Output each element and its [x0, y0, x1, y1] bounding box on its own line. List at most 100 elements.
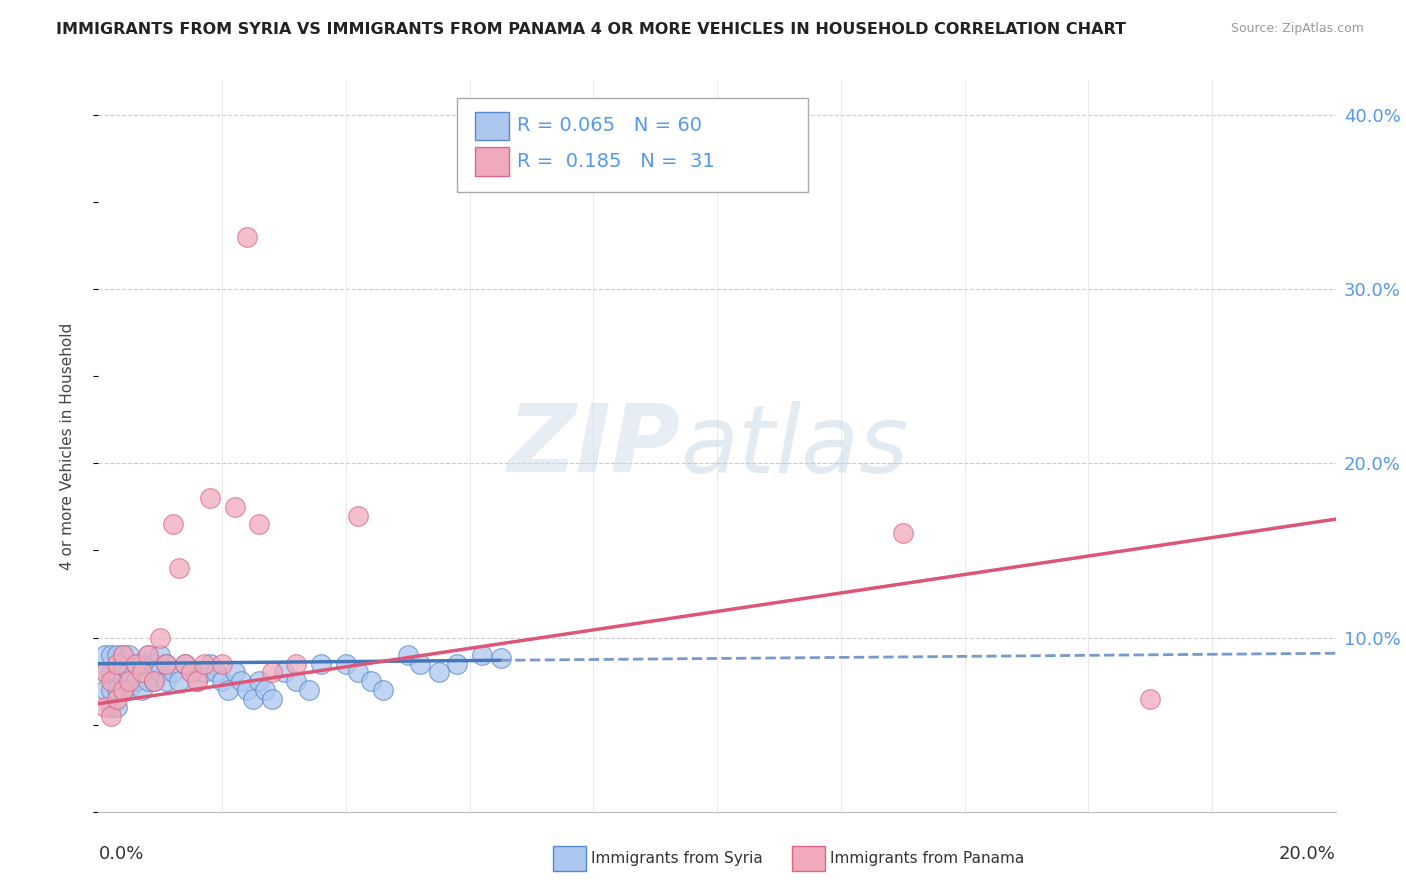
Text: 0.0%: 0.0%: [98, 845, 143, 863]
Point: [136, 648, 159, 662]
Point: [100, 682, 122, 697]
Point: [489, 651, 512, 665]
Point: [1139, 691, 1161, 706]
Point: [149, 665, 172, 680]
Point: [149, 631, 172, 645]
Point: [247, 517, 270, 532]
Point: [347, 665, 370, 680]
Point: [124, 674, 146, 689]
Point: [167, 561, 190, 575]
Point: [131, 665, 153, 680]
Text: atlas: atlas: [681, 401, 908, 491]
Point: [93, 682, 115, 697]
Point: [100, 648, 122, 662]
Point: [100, 665, 122, 680]
Point: [167, 674, 190, 689]
Point: [298, 682, 321, 697]
Point: [162, 665, 184, 680]
Point: [186, 674, 208, 689]
Point: [446, 657, 468, 671]
Text: 4 or more Vehicles in Household: 4 or more Vehicles in Household: [60, 322, 75, 570]
Text: ZIP: ZIP: [508, 400, 681, 492]
Point: [242, 691, 264, 706]
Point: [118, 682, 141, 697]
Point: [285, 657, 308, 671]
Point: [149, 648, 172, 662]
Point: [131, 657, 153, 671]
Point: [105, 657, 128, 671]
Text: R =  0.185   N =  31: R = 0.185 N = 31: [517, 152, 716, 171]
Point: [247, 674, 270, 689]
Point: [131, 682, 153, 697]
Point: [211, 674, 233, 689]
Point: [105, 665, 128, 680]
Point: [217, 682, 239, 697]
Point: [118, 674, 141, 689]
Point: [211, 657, 233, 671]
Text: Source: ZipAtlas.com: Source: ZipAtlas.com: [1230, 22, 1364, 36]
Point: [155, 674, 177, 689]
Point: [100, 700, 122, 714]
Point: [260, 691, 283, 706]
Point: [273, 665, 295, 680]
Point: [360, 674, 382, 689]
Point: [198, 657, 221, 671]
Point: [186, 674, 208, 689]
Text: IMMIGRANTS FROM SYRIA VS IMMIGRANTS FROM PANAMA 4 OR MORE VEHICLES IN HOUSEHOLD : IMMIGRANTS FROM SYRIA VS IMMIGRANTS FROM…: [56, 22, 1126, 37]
Point: [112, 648, 135, 662]
Point: [180, 665, 202, 680]
Point: [309, 657, 332, 671]
Point: [124, 657, 146, 671]
Point: [105, 700, 128, 714]
Point: [136, 674, 159, 689]
Point: [112, 682, 135, 697]
Point: [100, 674, 122, 689]
Point: [118, 665, 141, 680]
Text: Immigrants from Syria: Immigrants from Syria: [591, 851, 762, 865]
Point: [224, 665, 246, 680]
Point: [112, 682, 135, 697]
Point: [254, 682, 277, 697]
Point: [205, 665, 228, 680]
Point: [471, 648, 494, 662]
Point: [118, 648, 141, 662]
Point: [143, 657, 166, 671]
Point: [143, 674, 166, 689]
Point: [93, 665, 115, 680]
Point: [236, 230, 259, 244]
Point: [236, 682, 259, 697]
Point: [229, 674, 252, 689]
Point: [193, 657, 215, 671]
Point: [224, 500, 246, 514]
Point: [112, 648, 135, 662]
Text: Immigrants from Panama: Immigrants from Panama: [830, 851, 1024, 865]
Point: [155, 657, 177, 671]
Point: [335, 657, 357, 671]
Point: [143, 674, 166, 689]
Point: [174, 657, 197, 671]
Point: [155, 657, 177, 671]
Point: [105, 691, 128, 706]
Text: 20.0%: 20.0%: [1279, 845, 1336, 863]
Point: [427, 665, 450, 680]
Point: [100, 709, 122, 723]
Point: [193, 665, 215, 680]
Point: [112, 665, 135, 680]
Point: [198, 491, 221, 506]
Point: [105, 682, 128, 697]
Point: [124, 657, 146, 671]
Point: [891, 526, 914, 541]
Point: [174, 657, 197, 671]
Point: [136, 648, 159, 662]
Point: [180, 665, 202, 680]
Point: [105, 648, 128, 662]
Point: [396, 648, 419, 662]
Point: [371, 682, 394, 697]
Point: [347, 508, 370, 523]
Point: [93, 700, 115, 714]
Point: [93, 648, 115, 662]
Point: [285, 674, 308, 689]
Point: [162, 517, 184, 532]
Point: [260, 665, 283, 680]
Point: [93, 665, 115, 680]
